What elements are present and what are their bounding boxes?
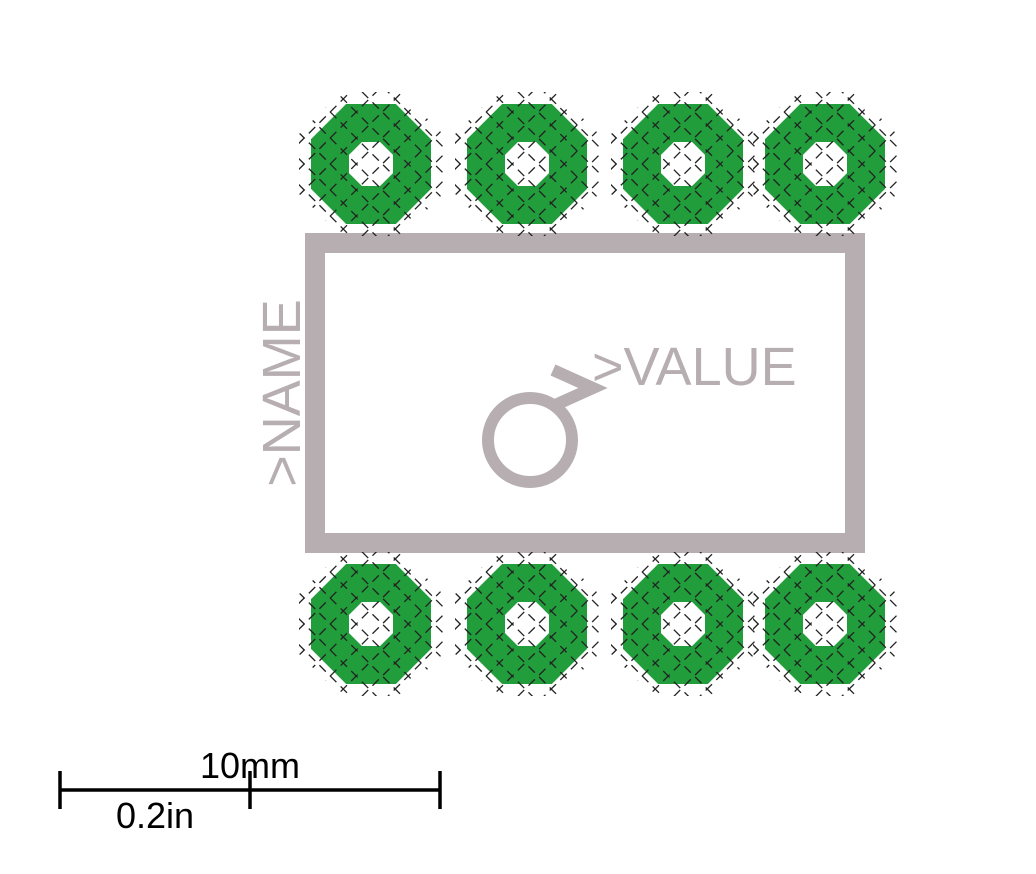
pad-4 — [710, 0, 940, 394]
scale-label-in: 0.2in — [116, 795, 194, 836]
pad-hatch — [412, 394, 642, 855]
pad-copper — [311, 564, 431, 684]
pad-copper — [623, 104, 743, 224]
name-label: >NAME — [252, 299, 312, 487]
pad-copper — [311, 104, 431, 224]
value-label: >VALUE — [592, 337, 797, 397]
pad-copper — [765, 104, 885, 224]
scale-label-mm: 10mm — [200, 745, 300, 786]
pad-8 — [710, 394, 940, 855]
pin1-marker-caret — [553, 370, 593, 406]
pad-2 — [412, 0, 642, 394]
pad-copper — [467, 564, 587, 684]
pad-6 — [412, 394, 642, 855]
pad-copper — [467, 104, 587, 224]
pad-hatch — [710, 394, 940, 855]
pad-copper — [765, 564, 885, 684]
pad-3 — [568, 0, 798, 394]
pad-hatch — [568, 394, 798, 855]
scale-bar: 10mm0.2in — [60, 745, 440, 836]
pad-copper — [623, 564, 743, 684]
pin1-marker-circle — [488, 398, 572, 482]
pad-7 — [568, 394, 798, 855]
